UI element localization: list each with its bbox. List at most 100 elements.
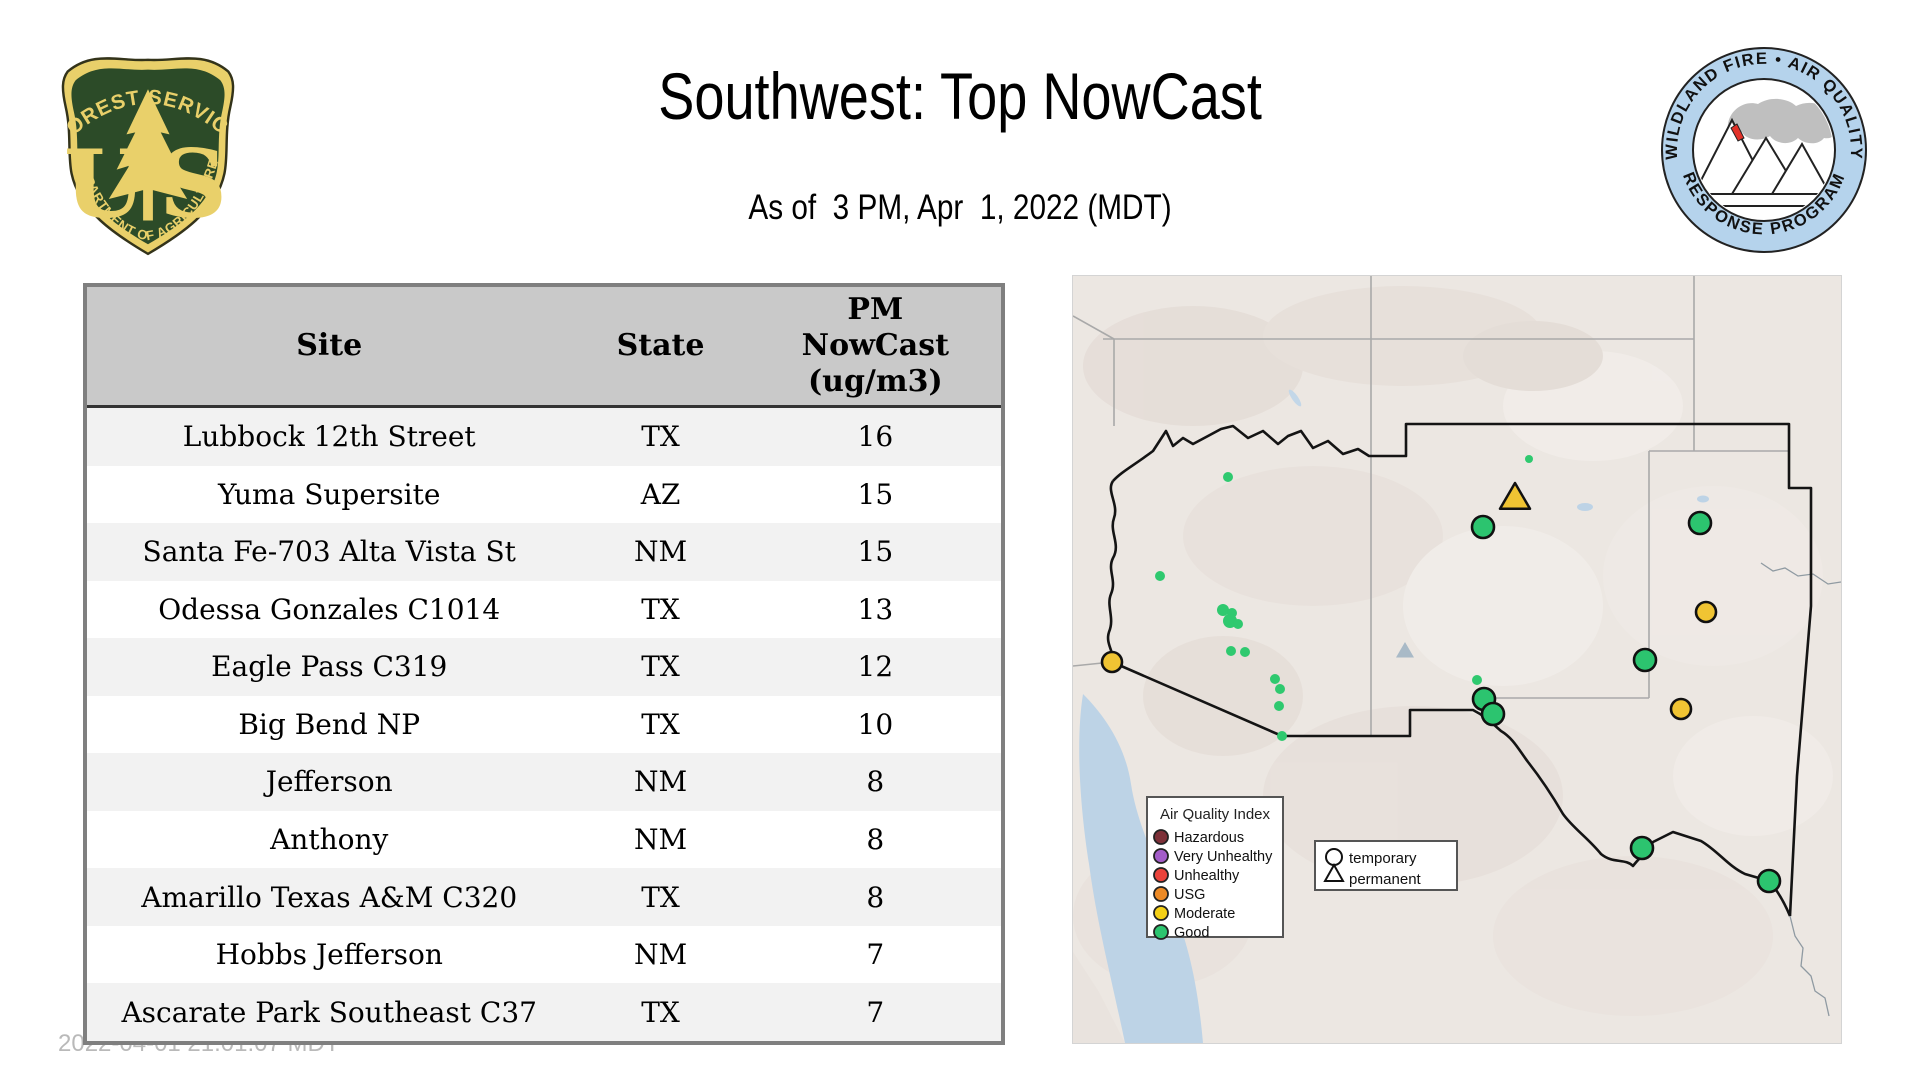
column-header-state: State bbox=[571, 287, 750, 408]
state-cell: NM bbox=[571, 753, 750, 811]
monitor-dot-icon bbox=[1525, 455, 1533, 463]
fs-tree-icon bbox=[108, 89, 188, 221]
state-cell: NM bbox=[571, 523, 750, 581]
rivers bbox=[1760, 562, 1841, 1017]
forest-service-shield-icon: FOREST SERVICE DEPARTMENT OF AGRICULTURE… bbox=[43, 24, 235, 256]
baja-peninsula-land bbox=[1073, 952, 1125, 1043]
state-cell: TX bbox=[571, 638, 750, 696]
state-cell: NM bbox=[571, 925, 750, 984]
table-row: Eagle Pass C319 TX 12 bbox=[87, 638, 1001, 696]
state-cell: TX bbox=[571, 695, 750, 754]
table-row: Big Bend NP TX 10 bbox=[87, 695, 1001, 754]
site-cell: Odessa Gonzales C1014 bbox=[87, 580, 572, 639]
site-cell: Santa Fe-703 Alta Vista St bbox=[87, 523, 572, 581]
site-cell: Eagle Pass C319 bbox=[87, 638, 572, 696]
table-row: Odessa Gonzales C1014 TX 13 bbox=[87, 580, 1001, 639]
state-borders bbox=[1073, 276, 1789, 736]
column-header-pm-nowcast: PM NowCast (ug/m3) bbox=[749, 287, 1001, 408]
table-row: Ascarate Park Southeast C37 TX 7 bbox=[87, 983, 1001, 1041]
temporary-monitor-icon bbox=[1480, 701, 1506, 727]
aqi-legend-swatch-icon bbox=[1153, 867, 1169, 883]
forest-service-logo: FOREST SERVICE DEPARTMENT OF AGRICULTURE… bbox=[43, 24, 246, 263]
symbol-legend-permanent-label: permanent bbox=[1349, 871, 1422, 888]
region-boundary bbox=[1112, 422, 1813, 917]
site-cell: Big Bend NP bbox=[87, 695, 572, 754]
temporary-monitor-icon bbox=[1470, 514, 1496, 540]
monitor-dot-icon bbox=[1274, 701, 1284, 711]
site-cell: Hobbs Jefferson bbox=[87, 925, 572, 984]
aqi-legend-label: Hazardous bbox=[1174, 830, 1244, 846]
site-cell: Yuma Supersite bbox=[87, 465, 572, 524]
table-row: Santa Fe-703 Alta Vista St NM 15 bbox=[87, 523, 1001, 581]
value-cell: 7 bbox=[749, 925, 1001, 984]
table-row: Jefferson NM 8 bbox=[87, 753, 1001, 811]
value-cell: 10 bbox=[749, 695, 1001, 754]
aqi-legend-label: Moderate bbox=[1174, 906, 1235, 922]
monitor-dot-icon bbox=[1277, 731, 1287, 741]
value-cell: 16 bbox=[749, 406, 1001, 466]
permanent-monitor-nodata-icon bbox=[1396, 642, 1414, 658]
symbol-legend-temporary-label: temporary bbox=[1349, 850, 1417, 867]
monitor-dot-icon bbox=[1223, 472, 1233, 482]
temporary-symbol-icon bbox=[1325, 848, 1343, 866]
symbol-legend: temporary permanent bbox=[1314, 840, 1458, 891]
table-header-row: Site State PM NowCast (ug/m3) bbox=[87, 287, 1001, 408]
southwest-aqi-map: Air Quality Index Hazardous Very Unhealth… bbox=[1072, 275, 1842, 1044]
aqi-legend: Air Quality Index Hazardous Very Unhealth… bbox=[1146, 796, 1284, 941]
aqi-legend-label: USG bbox=[1174, 887, 1205, 903]
temporary-monitor-icon bbox=[1756, 868, 1782, 894]
wf-smoke-icon bbox=[1727, 99, 1833, 144]
state-cell: AZ bbox=[571, 465, 750, 524]
wf-flame-icon bbox=[1730, 123, 1745, 142]
page-subtitle: As of 3 PM, Apr 1, 2022 (MDT) bbox=[748, 188, 1172, 227]
permanent-monitor-icon bbox=[1498, 481, 1532, 511]
aqi-legend-swatch-icon bbox=[1153, 905, 1169, 921]
value-cell: 13 bbox=[749, 580, 1001, 639]
region-boundary-river bbox=[1106, 480, 1792, 917]
table-row: Anthony NM 8 bbox=[87, 810, 1001, 869]
monitor-dot-icon bbox=[1270, 674, 1280, 684]
temporary-monitor-icon bbox=[1100, 650, 1124, 674]
wfaqrp-badge-icon: WILDLAND FIRE • AIR QUALITY RESPONSE PRO… bbox=[1661, 47, 1867, 253]
temporary-monitor-icon bbox=[1669, 697, 1693, 721]
aqi-legend-label: Unhealthy bbox=[1174, 868, 1240, 884]
state-cell: TX bbox=[571, 868, 750, 926]
page-title: Southwest: Top NowCast bbox=[658, 59, 1262, 133]
monitor-dot-icon bbox=[1472, 675, 1482, 685]
aqi-legend-swatch-icon bbox=[1153, 924, 1169, 940]
value-cell: 12 bbox=[749, 638, 1001, 696]
temporary-monitor-icon bbox=[1629, 835, 1655, 861]
value-cell: 15 bbox=[749, 523, 1001, 581]
aqi-legend-title: Air Quality Index bbox=[1160, 806, 1271, 823]
aqi-legend-label: Good bbox=[1174, 925, 1209, 941]
value-cell: 15 bbox=[749, 465, 1001, 524]
aqi-legend-swatch-icon bbox=[1153, 829, 1169, 845]
value-cell: 8 bbox=[749, 868, 1001, 926]
nowcast-table: Site State PM NowCast (ug/m3) Lubbock 12… bbox=[83, 283, 1005, 1045]
state-cell: TX bbox=[571, 983, 750, 1041]
aqi-legend-swatch-icon bbox=[1153, 848, 1169, 864]
map-markers bbox=[1100, 455, 1782, 894]
lake-icon bbox=[1697, 495, 1709, 503]
monitor-dot-icon bbox=[1155, 571, 1165, 581]
table-row: Hobbs Jefferson NM 7 bbox=[87, 925, 1001, 984]
state-cell: NM bbox=[571, 810, 750, 869]
table-row: Amarillo Texas A&M C320 TX 8 bbox=[87, 868, 1001, 926]
value-cell: 7 bbox=[749, 983, 1001, 1041]
state-cell: TX bbox=[571, 406, 750, 466]
site-cell: Anthony bbox=[87, 810, 572, 869]
monitor-dot-icon bbox=[1217, 604, 1229, 616]
temporary-monitor-icon bbox=[1694, 600, 1718, 624]
value-cell: 8 bbox=[749, 753, 1001, 811]
table-row: Yuma Supersite AZ 15 bbox=[87, 465, 1001, 524]
river-glint bbox=[1288, 389, 1302, 407]
table-row: Lubbock 12th Street TX 16 bbox=[87, 406, 1001, 466]
value-cell: 8 bbox=[749, 810, 1001, 869]
monitor-dot-icon bbox=[1233, 619, 1243, 629]
gulf-of-california-water bbox=[1079, 694, 1203, 1043]
column-header-site: Site bbox=[87, 287, 572, 408]
monitor-dot-icon bbox=[1240, 647, 1250, 657]
permanent-symbol-icon bbox=[1323, 862, 1345, 882]
monitor-dot-icon bbox=[1226, 646, 1236, 656]
